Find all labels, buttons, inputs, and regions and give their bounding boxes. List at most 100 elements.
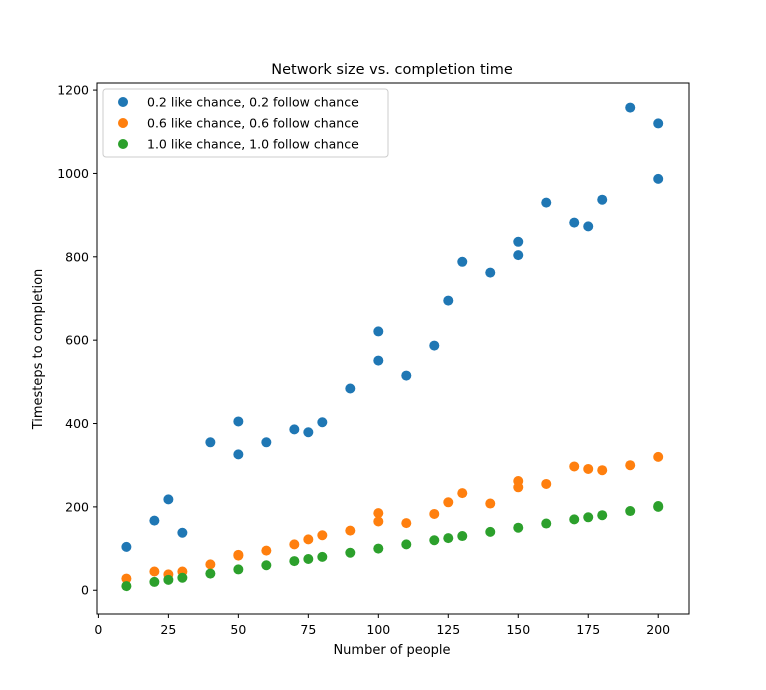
series-3-point <box>149 576 160 587</box>
x-tick-label: 200 <box>646 622 670 637</box>
series-1-point <box>457 256 468 267</box>
legend-label: 1.0 like chance, 1.0 follow chance <box>147 137 359 152</box>
chart-title: Network size vs. completion time <box>271 62 513 78</box>
y-tick-label: 0 <box>81 583 89 598</box>
series-2-point <box>303 534 314 545</box>
series-2-point <box>373 516 384 527</box>
y-tick-label: 800 <box>65 249 89 264</box>
series-1-point <box>583 221 594 232</box>
series-1-point <box>597 194 608 205</box>
series-1-point <box>485 267 496 278</box>
x-tick-label: 150 <box>506 622 530 637</box>
y-tick-label: 1000 <box>57 166 89 181</box>
series-3-point <box>401 539 412 550</box>
series-2-point <box>345 525 356 536</box>
y-tick-label: 400 <box>65 416 89 431</box>
legend-label: 0.2 like chance, 0.2 follow chance <box>147 95 359 110</box>
y-axis-label: Timesteps to completion <box>31 269 46 431</box>
series-1-point <box>513 250 524 261</box>
series-1-point <box>289 424 300 435</box>
series-3-point <box>583 512 594 523</box>
series-3-point <box>317 551 328 562</box>
x-axis-ticks: 0 25 50 75 100 125 150 175 200 <box>94 614 670 637</box>
series-2-point <box>443 497 454 508</box>
series-1-point <box>261 437 272 448</box>
series-1-point <box>233 416 244 427</box>
plot-frame <box>96 82 690 615</box>
series-1-point <box>177 527 188 538</box>
series-1-point <box>569 217 580 228</box>
series-1-point <box>401 370 412 381</box>
series-3-point <box>233 564 244 575</box>
y-tick-label: 1200 <box>57 83 89 98</box>
series-2-point <box>373 508 384 519</box>
series-2-point <box>233 550 244 561</box>
legend-marker <box>118 97 128 107</box>
series-2-point <box>401 518 412 529</box>
series-2-point <box>625 460 636 471</box>
x-axis-label: Number of people <box>333 643 450 658</box>
series-2-point <box>653 451 664 462</box>
series-3-point <box>429 535 440 546</box>
legend-marker <box>118 139 128 149</box>
series-1-point <box>373 355 384 366</box>
legend: 0.2 like chance, 0.2 follow chance 0.6 li… <box>102 88 389 158</box>
series-2-point <box>597 465 608 476</box>
series-3-point <box>541 518 552 529</box>
series-2-point <box>569 461 580 472</box>
series-1-point <box>653 118 664 129</box>
series-1-point <box>653 173 664 184</box>
series-2-point <box>149 566 160 577</box>
x-tick-label: 125 <box>436 622 460 637</box>
series-3-point <box>597 510 608 521</box>
series-3-point <box>653 501 664 512</box>
series-1-point <box>541 197 552 208</box>
series-1-point <box>121 541 132 552</box>
series-3-point <box>457 531 468 542</box>
series-1-point <box>443 295 454 306</box>
legend-box <box>102 88 389 158</box>
x-tick-label: 0 <box>94 622 102 637</box>
series-2-point <box>513 482 524 493</box>
y-tick-label: 200 <box>65 499 89 514</box>
series-3-point <box>625 506 636 517</box>
legend-label: 0.6 like chance, 0.6 follow chance <box>147 116 359 131</box>
series-1-point <box>345 383 356 394</box>
series-1-point <box>163 494 174 505</box>
series-3-point <box>289 556 300 567</box>
series-3-point <box>345 547 356 558</box>
legend-marker <box>118 118 128 128</box>
series-3-point <box>163 574 174 585</box>
series-2-point <box>317 530 328 541</box>
series-2-point <box>583 463 594 474</box>
series-1-point <box>429 340 440 351</box>
y-axis-ticks: 0 200 400 600 800 1000 1200 <box>57 83 97 598</box>
series-3-point <box>205 568 216 579</box>
series-3-point <box>569 514 580 525</box>
series-1-point <box>205 437 216 448</box>
x-tick-label: 25 <box>160 622 176 637</box>
series-2-point <box>205 559 216 570</box>
series-3-point <box>485 526 496 537</box>
series-1-point <box>513 236 524 247</box>
x-tick-label: 75 <box>300 622 316 637</box>
series-2-point <box>541 478 552 489</box>
series-3-point <box>303 553 314 564</box>
series-3-point <box>443 533 454 544</box>
series-2-point <box>429 508 440 519</box>
series-3-point <box>177 572 188 583</box>
x-tick-label: 175 <box>576 622 600 637</box>
data-points <box>121 102 664 592</box>
series-1-point <box>303 427 314 438</box>
x-tick-label: 100 <box>366 622 390 637</box>
x-tick-label: 50 <box>230 622 246 637</box>
series-2-point <box>121 573 132 584</box>
series-1-point <box>317 417 328 428</box>
series-1-point <box>373 326 384 337</box>
series-2-point <box>261 545 272 556</box>
y-tick-label: 600 <box>65 333 89 348</box>
series-3-point <box>121 581 132 592</box>
series-3-point <box>261 560 272 571</box>
series-2-point <box>457 488 468 499</box>
series-1-point <box>233 449 244 460</box>
